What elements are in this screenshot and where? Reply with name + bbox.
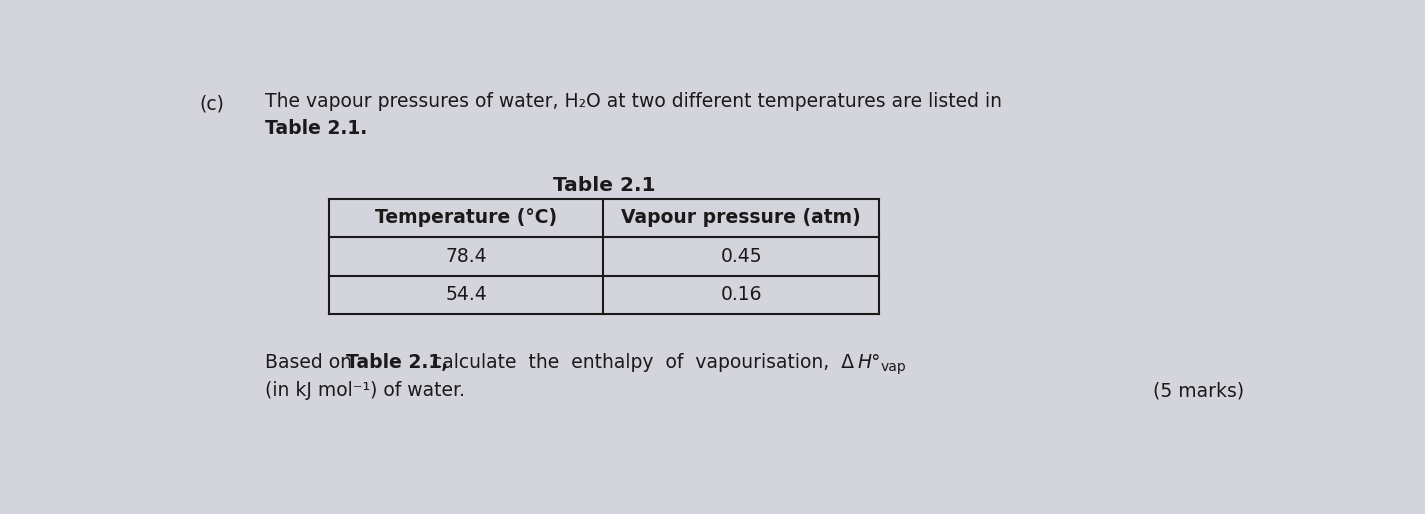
Text: Based on: Based on — [265, 353, 358, 372]
Text: Table 2.1,: Table 2.1, — [345, 353, 447, 372]
Text: (in kJ mol⁻¹) of water.: (in kJ mol⁻¹) of water. — [265, 381, 465, 400]
Text: (5 marks): (5 marks) — [1153, 381, 1244, 400]
Text: 0.45: 0.45 — [721, 247, 762, 266]
Text: Table 2.1: Table 2.1 — [553, 176, 656, 195]
Text: calculate  the  enthalpy  of  vapourisation,  Δ: calculate the enthalpy of vapourisation,… — [426, 353, 854, 372]
Text: 78.4: 78.4 — [445, 247, 487, 266]
Text: 0.16: 0.16 — [721, 285, 762, 304]
Text: vap: vap — [881, 360, 906, 374]
Text: 54.4: 54.4 — [445, 285, 487, 304]
Text: Vapour pressure (atm): Vapour pressure (atm) — [621, 209, 861, 228]
Text: H°: H° — [856, 353, 881, 372]
Text: (c): (c) — [200, 94, 225, 113]
Text: Temperature (°C): Temperature (°C) — [375, 209, 557, 228]
Text: Table 2.1.: Table 2.1. — [265, 119, 368, 138]
Text: The vapour pressures of water, H₂O at two different temperatures are listed in: The vapour pressures of water, H₂O at tw… — [265, 93, 1002, 112]
